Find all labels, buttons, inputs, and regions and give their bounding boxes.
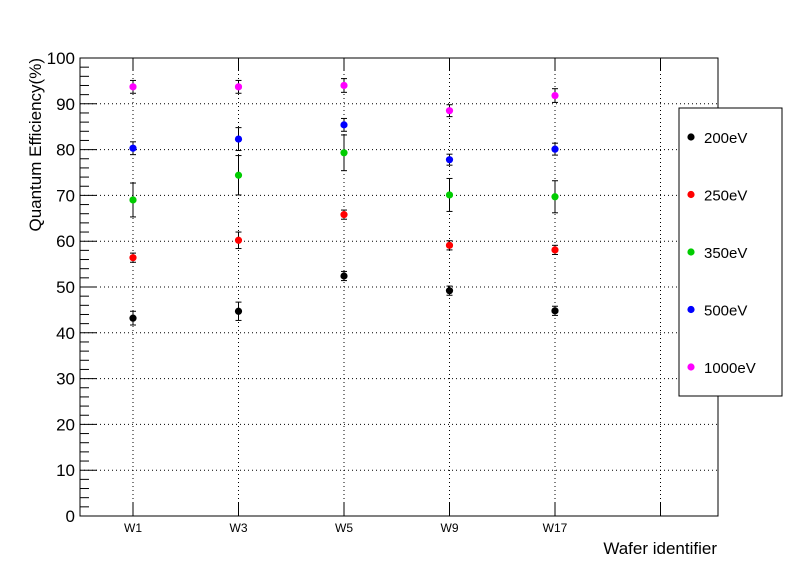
data-point [234,236,243,244]
legend-item: 500eV [687,303,747,320]
data-point [445,156,454,164]
legend-box [678,107,783,397]
data-point [234,135,243,143]
legend-marker [687,248,695,256]
legend-label: 350eV [704,245,747,262]
data-point [551,307,559,315]
data-point [129,314,137,322]
legend-item: 1000eV [687,360,756,377]
legend-marker [687,305,695,314]
x-tick-label: W5 [335,521,353,535]
legend-item: 250eV [687,188,747,205]
series-1000eV [129,78,559,118]
series-350eV [129,134,559,218]
y-tick-label: 10 [56,461,75,480]
legend-label: 1000eV [704,360,756,377]
data-point [129,254,137,262]
y-tick-label: 90 [56,95,75,114]
data-point [445,107,454,115]
legend-marker [687,133,695,141]
legend-item: 350eV [687,245,747,262]
data-point [551,193,559,201]
y-tick-label: 20 [56,415,75,434]
data-point [551,145,559,153]
legend-marker [687,363,695,371]
legend-marker [687,190,695,199]
y-tick-label: 30 [56,370,75,389]
legend-label: 250eV [704,188,747,205]
data-point [340,211,348,219]
data-point [340,149,348,157]
axis-layer: 0 10 20 30 40 50 60 70 80 90 100 W1 W3 W5 W9 W17 [47,49,661,535]
data-point [340,272,348,280]
legend-item: 200eV [687,130,747,147]
y-tick-label: 0 [66,507,75,526]
legend-label: 500eV [704,303,747,320]
y-tick-label: 70 [56,186,75,205]
y-tick-label: 40 [56,324,75,343]
y-tick-label: 60 [56,232,75,251]
x-tick-label: W3 [230,521,248,535]
data-point [340,121,348,129]
data-point [129,83,137,91]
data-point [129,196,137,204]
y-axis-label: Quantum Efficiency(%) [26,58,45,232]
data-point [234,83,243,91]
data-point [129,144,137,152]
y-tick-label: 50 [56,278,75,297]
x-tick-label: W1 [124,521,142,535]
legend: 200eV 250eV 350eV 500eV 1000eV [678,107,783,397]
data-point [445,241,454,249]
series-500eV [129,117,559,166]
data-point [445,287,454,295]
data-point [234,171,243,179]
legend-label: 200eV [704,130,747,147]
data-point [234,307,243,315]
y-tick-label: 80 [56,141,75,160]
x-tick-label: W17 [543,521,568,535]
data-point [445,191,454,199]
y-tick-label: 100 [47,49,75,68]
data-point [340,81,348,90]
series-200eV [129,270,559,326]
x-axis-label: Wafer identifier [603,539,717,558]
x-tick-label: W9 [441,521,459,535]
data-point [551,91,559,100]
points-layer [129,78,559,326]
data-point [551,246,559,254]
series-250eV [129,209,559,263]
